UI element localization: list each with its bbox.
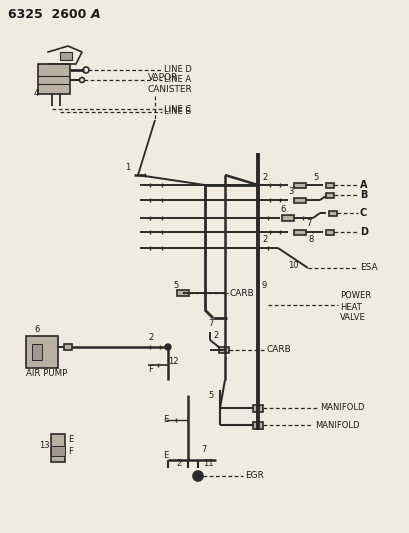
- Bar: [293, 182, 305, 188]
- Text: VALVE: VALVE: [339, 313, 365, 322]
- Text: B: B: [359, 190, 366, 200]
- Text: LINE B: LINE B: [164, 108, 191, 117]
- Text: F: F: [68, 448, 73, 456]
- Text: 2: 2: [261, 236, 267, 245]
- Text: E: E: [68, 435, 73, 445]
- Text: 9: 9: [261, 281, 267, 290]
- Text: 10: 10: [287, 262, 298, 271]
- Circle shape: [193, 471, 202, 481]
- Text: 6: 6: [279, 206, 285, 214]
- Bar: [26, 336, 58, 368]
- Text: A: A: [359, 180, 366, 190]
- Text: 8: 8: [307, 235, 312, 244]
- Text: 6: 6: [34, 325, 39, 334]
- Text: MANIFOLD: MANIFOLD: [319, 403, 364, 413]
- Bar: [64, 344, 72, 350]
- Text: 5: 5: [173, 280, 178, 289]
- Text: VAPOR: VAPOR: [148, 74, 178, 83]
- Text: 5: 5: [312, 173, 317, 182]
- Text: 6325  2600: 6325 2600: [8, 7, 86, 20]
- Bar: [51, 446, 65, 456]
- Text: D: D: [359, 227, 367, 237]
- Text: 7: 7: [207, 319, 213, 328]
- Text: MANIFOLD: MANIFOLD: [314, 421, 359, 430]
- Text: 2: 2: [213, 330, 218, 340]
- Bar: [177, 290, 189, 296]
- Text: 12: 12: [168, 357, 178, 366]
- Text: E: E: [163, 450, 168, 459]
- Text: E: E: [163, 416, 168, 424]
- Bar: [281, 215, 293, 221]
- Text: EGR: EGR: [245, 472, 263, 481]
- Text: AIR PUMP: AIR PUMP: [26, 369, 67, 378]
- Text: 2: 2: [261, 173, 267, 182]
- Text: 11: 11: [202, 458, 213, 467]
- Bar: [51, 434, 65, 462]
- Text: 5: 5: [207, 392, 213, 400]
- Bar: [218, 347, 229, 353]
- Text: LINE A: LINE A: [164, 76, 191, 85]
- Text: A: A: [91, 7, 100, 20]
- Text: LINE D: LINE D: [164, 66, 191, 75]
- Text: HEAT: HEAT: [339, 303, 361, 311]
- Text: 2: 2: [175, 458, 181, 467]
- Text: CARB: CARB: [229, 288, 254, 297]
- Text: F: F: [148, 365, 153, 374]
- Bar: [60, 52, 72, 60]
- Circle shape: [164, 344, 171, 350]
- Text: C: C: [359, 208, 366, 218]
- Text: 13: 13: [39, 441, 49, 450]
- Text: 3: 3: [287, 188, 293, 197]
- Bar: [252, 405, 262, 411]
- Bar: [32, 344, 42, 360]
- Text: 2: 2: [148, 333, 153, 342]
- Text: CANISTER: CANISTER: [148, 85, 192, 93]
- Text: ESA: ESA: [359, 263, 377, 272]
- Text: 7: 7: [200, 446, 206, 455]
- Bar: [325, 230, 333, 235]
- Bar: [293, 230, 305, 235]
- Text: LINE C: LINE C: [164, 104, 191, 114]
- Bar: [38, 64, 70, 94]
- Bar: [328, 211, 336, 215]
- Text: POWER: POWER: [339, 292, 370, 301]
- Bar: [325, 182, 333, 188]
- Text: 7: 7: [305, 220, 310, 229]
- Bar: [252, 422, 262, 429]
- Bar: [293, 198, 305, 203]
- Bar: [325, 192, 333, 198]
- Text: 1: 1: [125, 164, 130, 173]
- Text: 4: 4: [34, 90, 39, 99]
- Text: CARB: CARB: [266, 345, 291, 354]
